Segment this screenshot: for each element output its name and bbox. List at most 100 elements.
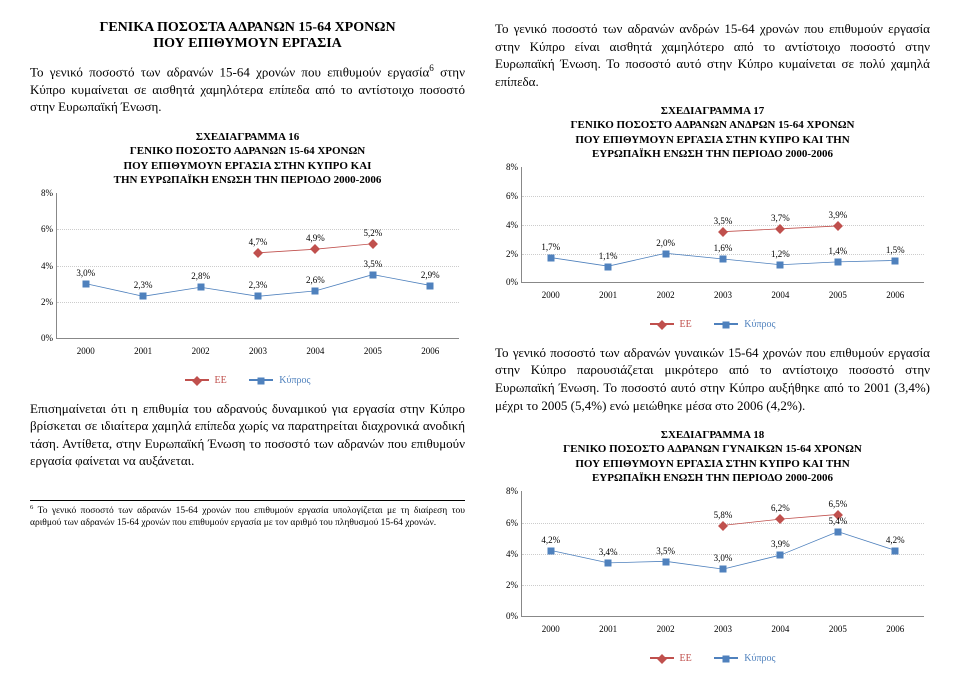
data-marker [834, 528, 841, 535]
data-label: 2,9% [421, 270, 440, 280]
data-label: 3,0% [76, 268, 95, 278]
y-tick: 6% [496, 518, 518, 528]
data-label: 4,2% [541, 535, 560, 545]
data-marker [892, 547, 899, 554]
x-label: 2000 [77, 346, 95, 356]
data-label: 3,9% [771, 539, 790, 549]
right-para1: Το γενικό ποσοστό των αδρανών ανδρών 15-… [495, 20, 930, 90]
data-label: 2,0% [656, 238, 675, 248]
x-label: 2001 [134, 346, 152, 356]
data-marker [777, 262, 784, 269]
chart18: 0% 2% 4% 6% 8% 2000 2001 2002 2003 2004 2005 2006 5,… [495, 487, 930, 647]
x-label: 2003 [714, 290, 732, 300]
data-marker [720, 566, 727, 573]
legend-ee: ΕΕ [215, 375, 227, 386]
x-label: 2004 [771, 624, 789, 634]
x-label: 2004 [306, 346, 324, 356]
data-marker [312, 288, 319, 295]
data-label: 3,5% [714, 216, 733, 226]
data-label: 5,4% [828, 516, 847, 526]
data-label: 6,5% [828, 499, 847, 509]
y-tick: 4% [31, 261, 53, 271]
y-tick: 6% [31, 224, 53, 234]
data-marker [720, 256, 727, 263]
y-tick: 2% [496, 249, 518, 259]
data-label: 1,1% [599, 251, 618, 261]
data-marker [662, 558, 669, 565]
data-marker [369, 271, 376, 278]
data-label: 5,2% [363, 228, 382, 238]
x-label: 2002 [192, 346, 210, 356]
x-label: 2002 [657, 624, 675, 634]
data-label: 1,6% [714, 243, 733, 253]
x-label: 2003 [714, 624, 732, 634]
y-tick: 8% [496, 486, 518, 496]
data-marker [547, 254, 554, 261]
data-label: 3,7% [771, 213, 790, 223]
x-label: 2003 [249, 346, 267, 356]
data-label: 4,7% [249, 237, 268, 247]
data-marker [140, 293, 147, 300]
y-tick: 0% [31, 333, 53, 343]
x-label: 2001 [599, 624, 617, 634]
y-tick: 2% [31, 297, 53, 307]
data-marker [662, 250, 669, 257]
chart16-legend: ΕΕ Κύπρος [30, 373, 465, 386]
data-label: 4,9% [306, 233, 325, 243]
data-marker [834, 259, 841, 266]
chart17-legend: ΕΕ Κύπρος [495, 317, 930, 330]
left-para2: Επισημαίνεται ότι η επιθυμία του αδρανού… [30, 400, 465, 470]
heading-line2: ΠΟΥ ΕΠΙΘΥΜΟΥΝ ΕΡΓΑΣΙΑ [153, 36, 342, 51]
left-column: ΓΕΝΙΚΑ ΠΟΣΟΣΤΑ ΑΔΡΑΝΩΝ 15-64 ΧΡΟΝΩΝ ΠΟΥ … [30, 20, 465, 678]
data-marker [82, 280, 89, 287]
data-label: 1,7% [541, 242, 560, 252]
data-label: 1,4% [828, 246, 847, 256]
right-column: Το γενικό ποσοστό των αδρανών ανδρών 15-… [495, 20, 930, 678]
data-marker [255, 293, 262, 300]
data-label: 3,0% [714, 553, 733, 563]
data-marker [605, 263, 612, 270]
chart16-title: ΣΧΕΔΙΑΓΡΑΜΜΑ 16 ΓΕΝΙΚΟ ΠΟΣΟΣΤΟ ΑΔΡΑΝΩΝ 1… [30, 130, 465, 187]
x-label: 2005 [364, 346, 382, 356]
y-tick: 6% [496, 191, 518, 201]
data-label: 2,3% [134, 280, 153, 290]
left-para1: Το γενικό ποσοστό των αδρανών 15-64 χρον… [30, 62, 465, 116]
data-marker [197, 284, 204, 291]
data-label: 1,2% [771, 249, 790, 259]
data-label: 2,3% [249, 280, 268, 290]
x-label: 2006 [886, 290, 904, 300]
y-tick: 4% [496, 549, 518, 559]
data-label: 3,4% [599, 547, 618, 557]
footnote: 6 Το γενικό ποσοστό των αδρανών 15-64 χρ… [30, 500, 465, 530]
chart17-title: ΣΧΕΔΙΑΓΡΑΜΜΑ 17 ΓΕΝΙΚΟ ΠΟΣΟΣΤΟ ΑΔΡΑΝΩΝ Α… [495, 104, 930, 161]
data-label: 2,6% [306, 275, 325, 285]
data-label: 3,5% [656, 546, 675, 556]
chart18-legend: ΕΕ Κύπρος [495, 651, 930, 664]
x-label: 2000 [542, 624, 560, 634]
data-label: 4,2% [886, 535, 905, 545]
x-label: 2002 [657, 290, 675, 300]
legend-cy: Κύπρος [279, 375, 310, 386]
x-label: 2001 [599, 290, 617, 300]
x-label: 2005 [829, 290, 847, 300]
data-label: 3,9% [828, 210, 847, 220]
left-heading: ΓΕΝΙΚΑ ΠΟΣΟΣΤΑ ΑΔΡΑΝΩΝ 15-64 ΧΡΟΝΩΝ ΠΟΥ … [30, 20, 465, 52]
y-tick: 2% [496, 580, 518, 590]
x-label: 2000 [542, 290, 560, 300]
right-para2: Το γενικό ποσοστό των αδρανών γυναικών 1… [495, 344, 930, 414]
data-marker [777, 552, 784, 559]
heading-line1: ΓΕΝΙΚΑ ΠΟΣΟΣΤΑ ΑΔΡΑΝΩΝ 15-64 ΧΡΟΝΩΝ [99, 20, 395, 35]
chart18-title: ΣΧΕΔΙΑΓΡΑΜΜΑ 18 ΓΕΝΙΚΟ ΠΟΣΟΣΤΟ ΑΔΡΑΝΩΝ Γ… [495, 428, 930, 485]
y-tick: 8% [31, 188, 53, 198]
data-marker [892, 257, 899, 264]
data-marker [427, 282, 434, 289]
y-tick: 8% [496, 162, 518, 172]
y-tick: 0% [496, 611, 518, 621]
x-label: 2005 [829, 624, 847, 634]
x-label: 2006 [421, 346, 439, 356]
x-label: 2006 [886, 624, 904, 634]
y-tick: 0% [496, 277, 518, 287]
para1a: Το γενικό ποσοστό των αδρανών 15-64 χρον… [30, 64, 429, 79]
chart17: 0%2%4%6%8%20002001200220032004200520063,… [495, 163, 930, 313]
data-marker [605, 560, 612, 567]
